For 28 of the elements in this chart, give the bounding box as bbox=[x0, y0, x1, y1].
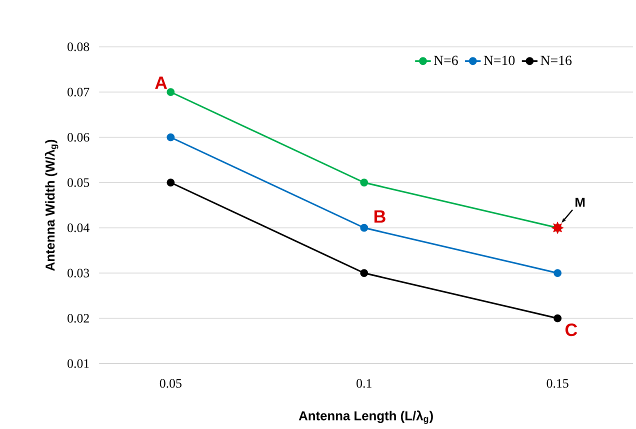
point bbox=[360, 178, 368, 186]
annotation: B bbox=[374, 210, 386, 222]
x-tick-label: 0.05 bbox=[160, 378, 182, 388]
point bbox=[360, 224, 368, 232]
y-tick-label: 0.02 bbox=[68, 314, 89, 323]
x-axis-title: Antenna Length (L/λ$_{g}$) bbox=[298, 410, 433, 424]
y-axis-title: Antenna Width (W/λ$_{g}$) bbox=[44, 140, 58, 271]
point bbox=[166, 88, 175, 96]
annotation: A bbox=[155, 76, 168, 89]
annotation: M bbox=[576, 198, 585, 207]
point bbox=[554, 314, 562, 322]
annotation: C bbox=[565, 323, 578, 336]
y-tick-label: 0.05 bbox=[68, 178, 90, 187]
y-tick-label: 0.07 bbox=[68, 88, 90, 96]
y-tick-label: 0.06 bbox=[68, 132, 90, 142]
legend-label: N=10 bbox=[484, 56, 515, 65]
legend-label: N=16 bbox=[540, 56, 572, 65]
legend-label: N=6 bbox=[434, 56, 458, 65]
y-tick-label: 0.08 bbox=[68, 42, 90, 52]
y-tick-label: 0.03 bbox=[68, 268, 90, 278]
point bbox=[360, 268, 368, 277]
point bbox=[554, 268, 562, 277]
y-tick-label: 0.01 bbox=[68, 359, 89, 368]
x-tick-label: 0.1 bbox=[356, 378, 372, 388]
point bbox=[166, 133, 175, 142]
x-tick-label: 0.15 bbox=[546, 378, 568, 388]
point bbox=[166, 178, 175, 186]
y-tick-label: 0.04 bbox=[68, 223, 90, 232]
